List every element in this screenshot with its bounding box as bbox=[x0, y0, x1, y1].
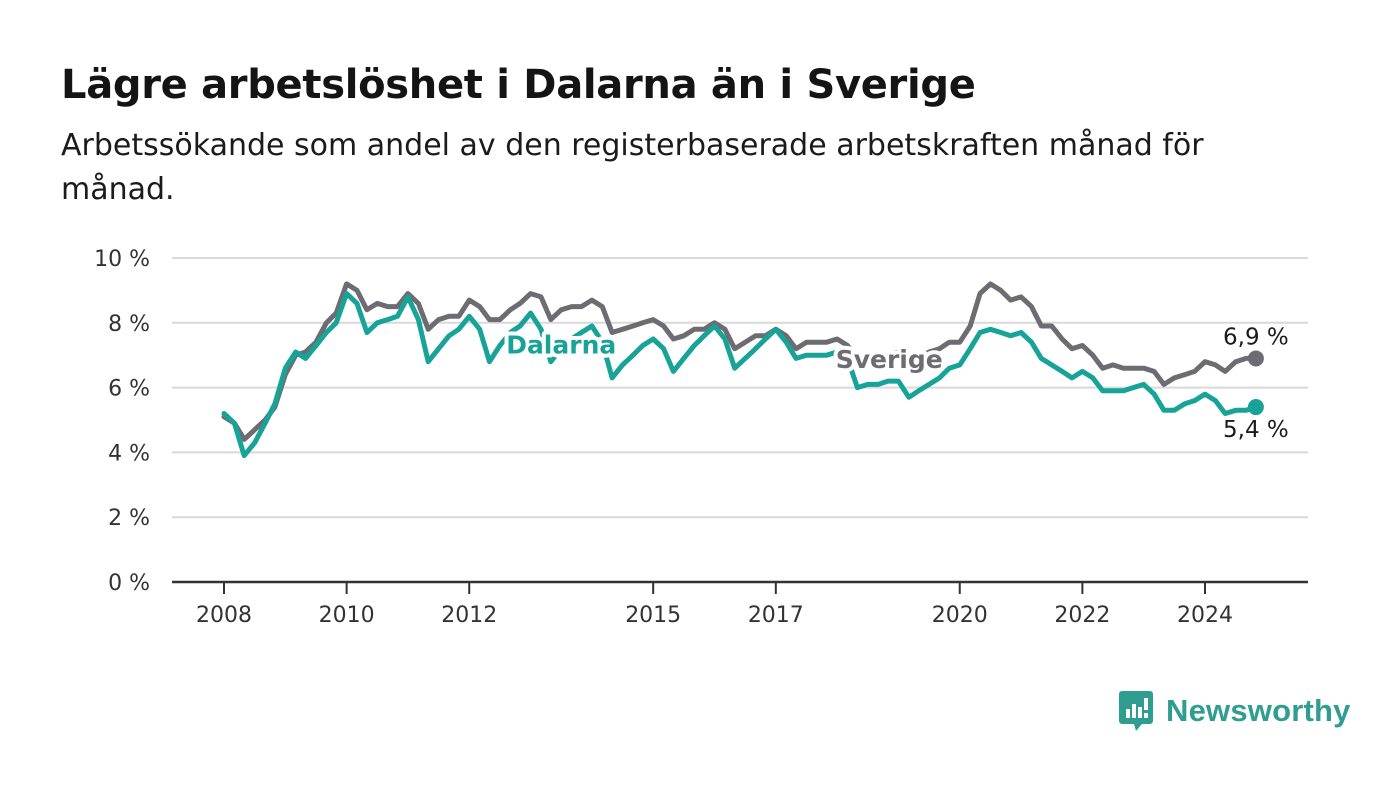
end-value-label-dalarna: 5,4 % bbox=[1223, 417, 1289, 443]
y-axis-ticks: 0 % 2 % 4 % 6 % 8 % 10 % bbox=[94, 247, 150, 596]
series-labels: Dalarna Sverige 6,9 % 5,4 % bbox=[502, 324, 1289, 443]
x-tick-label: 2010 bbox=[319, 603, 375, 628]
newsworthy-brand[interactable]: Newsworthy bbox=[1118, 689, 1351, 733]
chart-title: Lägre arbetslöshet i Dalarna än i Sverig… bbox=[61, 62, 976, 108]
y-tick-label: 2 % bbox=[108, 506, 150, 531]
newsworthy-logo-icon bbox=[1119, 691, 1153, 731]
series-label-sverige: Sverige bbox=[836, 345, 943, 374]
end-value-label-sverige: 6,9 % bbox=[1223, 324, 1289, 350]
y-tick-label: 6 % bbox=[108, 377, 150, 402]
series-line-dalarna bbox=[221, 291, 1259, 459]
x-tick-label: 2008 bbox=[196, 603, 252, 628]
y-tick-label: 4 % bbox=[108, 441, 150, 466]
x-tick-label: 2020 bbox=[932, 603, 988, 628]
x-tick-label: 2012 bbox=[441, 603, 497, 628]
x-tick-label: 2022 bbox=[1054, 603, 1110, 628]
series-line-sverige bbox=[221, 281, 1259, 442]
chart-subtitle: Arbetssökande som andel av den registerb… bbox=[61, 128, 1204, 207]
end-marker-dalarna bbox=[1247, 399, 1264, 416]
y-tick-label: 0 % bbox=[108, 571, 150, 596]
x-axis-ticks: 2008 2010 2012 2015 2017 2020 2022 2024 bbox=[196, 582, 1233, 628]
x-tick-label: 2024 bbox=[1177, 603, 1233, 628]
x-tick-label: 2015 bbox=[625, 603, 681, 628]
x-tick-label: 2017 bbox=[748, 603, 804, 628]
grid-lines bbox=[172, 257, 1308, 519]
series-lines bbox=[221, 281, 1264, 459]
end-marker-sverige bbox=[1247, 350, 1264, 367]
y-tick-label: 8 % bbox=[108, 312, 150, 337]
brand-name: Newsworthy bbox=[1166, 693, 1351, 728]
series-label-dalarna: Dalarna bbox=[506, 331, 616, 360]
y-tick-label: 10 % bbox=[94, 247, 150, 272]
